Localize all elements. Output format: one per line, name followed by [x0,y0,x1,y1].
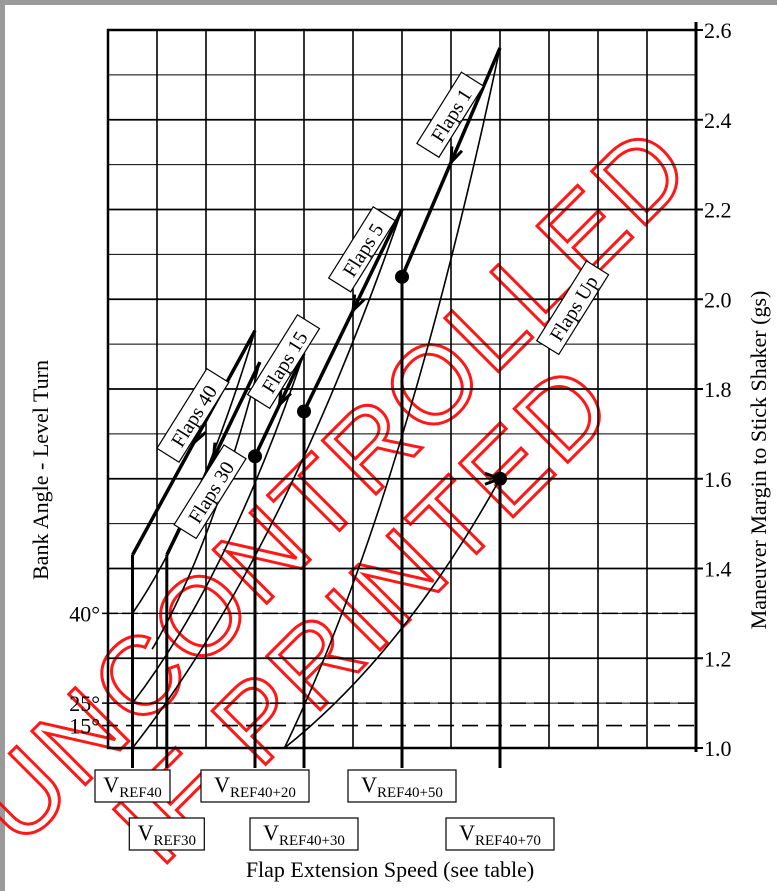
flap-label-box [327,206,397,293]
speed-label-box [249,817,359,851]
flap-label-box [156,367,230,463]
flap-label-box [246,313,321,410]
right-axis-tick-label: 2.2 [704,198,732,223]
axes: 1.0 1.2 1.4 1.6 1.8 2.0 2.2 2.4 2.6 15°25° 40° [69,18,731,761]
operating-point [248,449,262,464]
speed-label: VREF40+70 [445,817,555,851]
y-axis-title-left: Bank Angle - Level Turn [28,360,53,580]
curve-flaps-15 [131,352,305,704]
speed-label-box [200,769,310,803]
speed-label: VREF30 [128,817,205,851]
arrow-head [351,294,366,312]
left-axis-tick-label: 25° [69,691,100,716]
right-axis-tick-label: 1.8 [704,377,732,402]
x-axis-title: Flap Extension Speed (see table) [246,857,534,882]
flap-label-box [173,444,247,540]
operating-point [297,404,311,419]
speed-label: VREF40 [94,769,171,803]
speed-label-box [128,817,205,851]
flap-label: Flaps 5 [327,206,397,293]
right-axis-tick-label: 1.6 [704,467,732,492]
speed-label-box [445,817,555,851]
right-axis-tick-label: 1.2 [704,646,732,671]
speed-label-box [94,769,171,803]
speed-label: VREF40+30 [249,817,359,851]
right-axis-tick-label: 1.0 [704,736,732,761]
right-axis-tick-label: 2.4 [704,108,732,133]
speed-label-box [347,769,457,803]
speed-labels: VREF40 VREF30 VREF40+20 VREF40+30 VREF40+50 V… [94,769,555,851]
speed-label: VREF40+50 [347,769,457,803]
flap-label-box [535,260,610,356]
right-axis-tick-label: 2.0 [704,287,732,312]
y-axis-title-right: Maneuver Margin to Stick Shaker (gs) [746,291,771,630]
operating-point [493,471,507,486]
curve-flaps-5 [131,209,403,749]
flap-label: Flaps 1 [416,71,485,159]
left-axis-tick-label: 15° [69,714,100,739]
curve-flaps-up [283,478,501,749]
curve-flaps-1 [283,47,501,749]
flap-label-box [416,71,485,159]
left-axis-tick-label: 40° [69,601,100,626]
right-axis-tick-label: 2.6 [704,18,732,43]
operating-points [248,269,507,486]
operating-point [395,269,409,284]
right-axis-tick-label: 1.4 [704,557,732,582]
speed-label: VREF40+20 [200,769,310,803]
arrow-head [449,146,464,164]
